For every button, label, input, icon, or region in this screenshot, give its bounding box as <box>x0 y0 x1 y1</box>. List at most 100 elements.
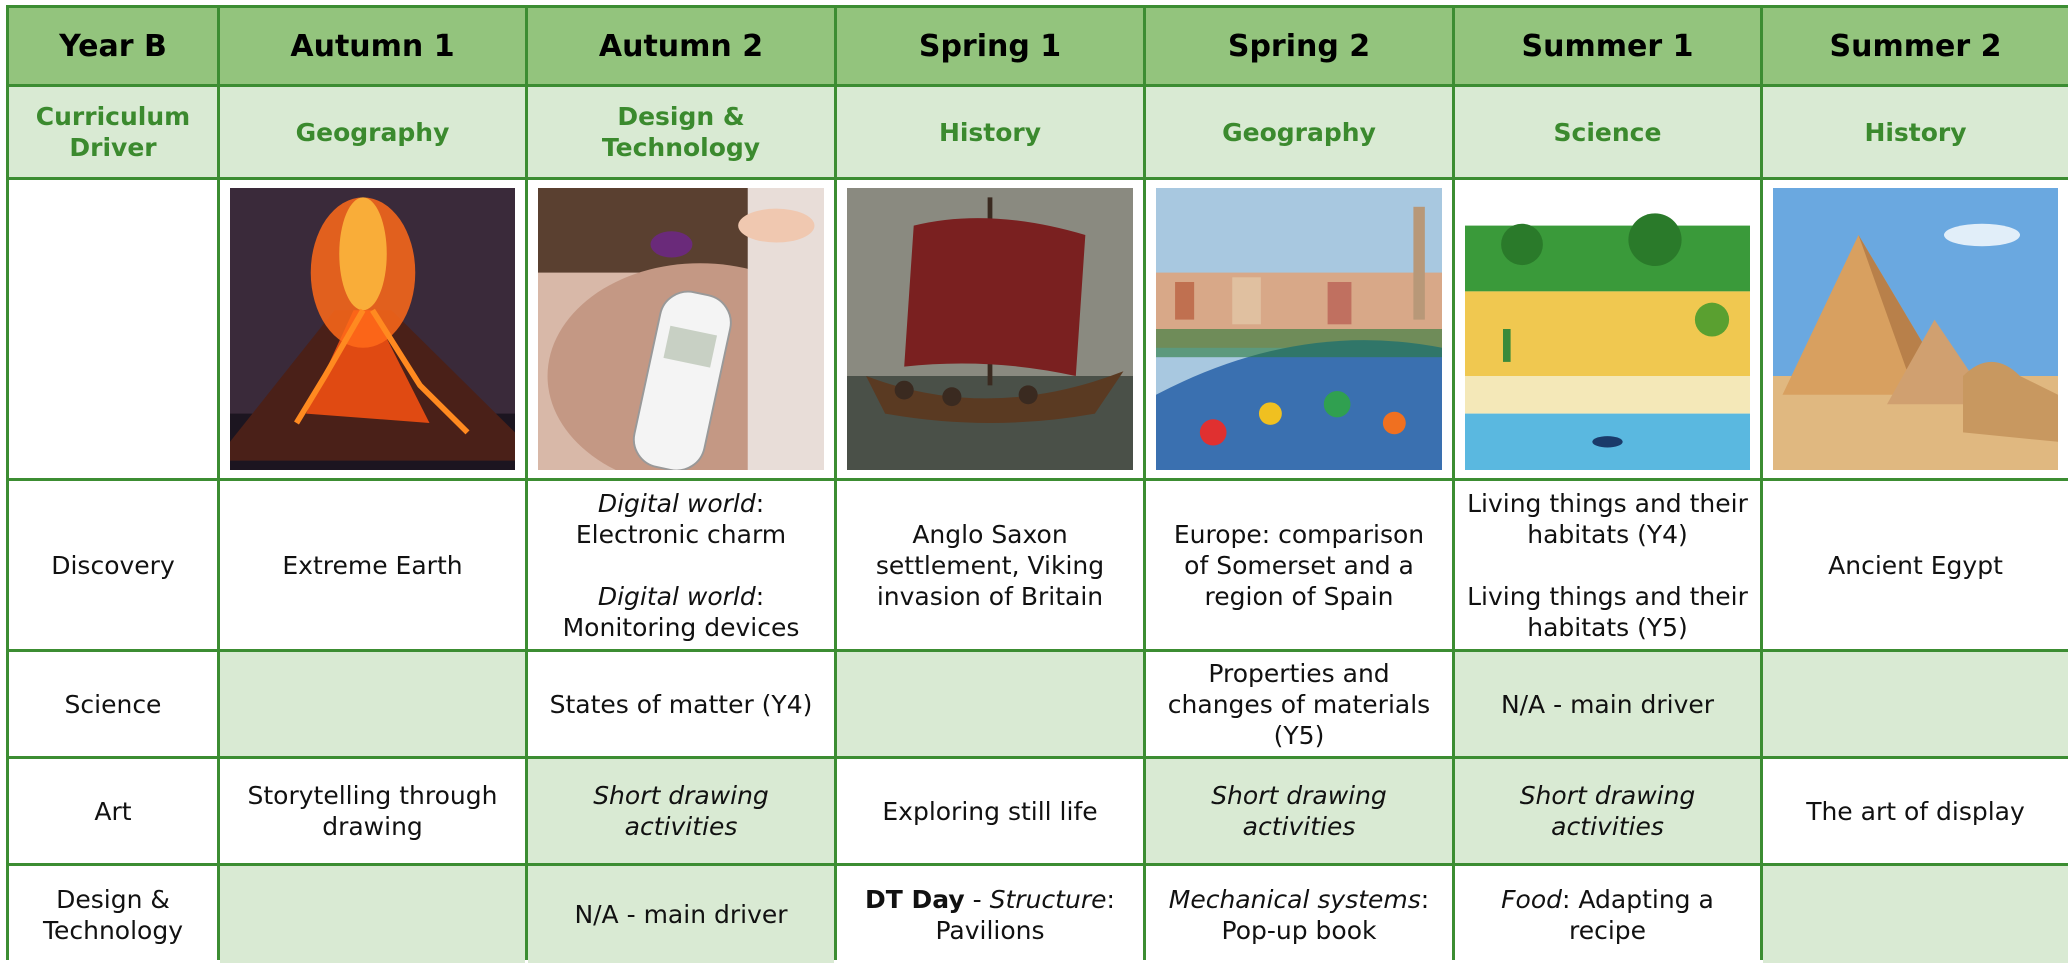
cell-paragraph: Food: Adapting a recipe <box>1467 884 1748 946</box>
cell-paragraph: Short drawing activities <box>1158 780 1440 842</box>
content-cell: Mechanical systems: Pop-up book <box>1146 866 1452 963</box>
cell-paragraph: Digital world: Monitoring devices <box>540 581 822 643</box>
cell-paragraph: Europe: comparison of Somerset and a reg… <box>1158 519 1440 612</box>
content-cell: Europe: comparison of Somerset and a reg… <box>1146 481 1452 649</box>
topic-image <box>1465 188 1750 470</box>
cell-text: Living things and their habitats (Y4) <box>1467 488 1748 549</box>
driver-cell: Geography <box>220 87 525 177</box>
content-cell: Storytelling through drawing <box>220 759 525 863</box>
driver-label: Curriculum Driver <box>35 102 191 162</box>
image-cell <box>528 180 834 478</box>
driver-cell: History <box>1763 87 2068 177</box>
content-cell: N/A - main driver <box>528 866 834 963</box>
cell-text: Digital world <box>597 488 756 518</box>
cell-text: N/A - main driver <box>1500 689 1715 719</box>
header-cell: Summer 1 <box>1455 8 1760 84</box>
header-text: Autumn 2 <box>598 28 764 64</box>
cell-text: Extreme Earth <box>282 550 463 580</box>
cell-paragraph: Anglo Saxon settlement, Viking invasion … <box>849 519 1131 612</box>
cell-text: Short drawing activities <box>593 781 769 841</box>
cell-text: - <box>964 884 990 914</box>
content-cell <box>1763 866 2068 963</box>
cell-text: Living things and their habitats (Y5) <box>1467 581 1748 642</box>
row-label-cell: Design & Technology <box>9 866 217 963</box>
cell-text: Digital world <box>597 581 756 611</box>
driver-cell: Design & Technology <box>528 87 834 177</box>
header-cell: Autumn 1 <box>220 8 525 84</box>
content-cell: Ancient Egypt <box>1763 481 2068 649</box>
cell-text: N/A - main driver <box>574 900 788 929</box>
header-text: Summer 2 <box>1829 28 2002 64</box>
content-cell: The art of display <box>1763 759 2068 863</box>
row-label-cell: Discovery <box>9 481 217 649</box>
cell-text: : Pop-up book <box>1221 884 1430 945</box>
driver-subject: Geography <box>295 117 450 147</box>
content-cell: N/A - main driver <box>1455 652 1760 756</box>
topic-image <box>1773 188 2058 470</box>
header-text: Summer 1 <box>1521 28 1694 64</box>
cell-text: : Electronic charm <box>575 488 787 549</box>
content-cell: Living things and their habitats (Y4) Liv… <box>1455 481 1760 649</box>
cell-text: The art of display <box>1806 796 2025 826</box>
cell-paragraph: Ancient Egypt <box>1828 550 2003 581</box>
cell-paragraph: States of matter (Y4) <box>550 689 813 720</box>
cell-text: Properties and changes of materials (Y5) <box>1167 658 1431 750</box>
row-label-cell: Science <box>9 652 217 756</box>
content-cell <box>1763 652 2068 756</box>
cell-text: : Adapting a recipe <box>1562 884 1714 945</box>
driver-cell: Geography <box>1146 87 1452 177</box>
content-cell <box>837 652 1143 756</box>
row-label: Science <box>64 689 162 719</box>
cell-paragraph: Storytelling through drawing <box>232 780 513 842</box>
driver-subject: History <box>1864 117 1967 147</box>
row-label: Discovery <box>51 550 175 580</box>
cell-paragraph: Mechanical systems: Pop-up book <box>1158 884 1440 946</box>
topic-image <box>847 188 1133 470</box>
content-cell: Short drawing activities <box>1455 759 1760 863</box>
cell-paragraph: N/A - main driver <box>574 899 787 930</box>
header-text: Year B <box>59 28 167 64</box>
driver-cell: Science <box>1455 87 1760 177</box>
content-cell: Extreme Earth <box>220 481 525 649</box>
curriculum-table: Year B Autumn 1 Autumn 2 Spring 1 Spring 2 Su… <box>6 5 2068 963</box>
topic-image <box>538 188 824 470</box>
cell-paragraph: N/A - main driver <box>1501 689 1714 720</box>
cell-paragraph: Short drawing activities <box>540 780 822 842</box>
header-text: Autumn 1 <box>290 28 455 64</box>
header-text: Spring 2 <box>1227 28 1371 64</box>
cell-text: : Pavilions <box>935 884 1115 945</box>
content-cell: DT Day - Structure: Pavilions <box>837 866 1143 963</box>
content-cell: Exploring still life <box>837 759 1143 863</box>
topic-image <box>1156 188 1442 470</box>
driver-cell: History <box>837 87 1143 177</box>
header-cell: Summer 2 <box>1763 8 2068 84</box>
cell-text: States of matter (Y4) <box>549 689 813 719</box>
cell-text: Storytelling through drawing <box>247 781 498 841</box>
cell-text: Mechanical systems <box>1168 884 1421 914</box>
row-label: Art <box>94 796 132 826</box>
content-cell: Short drawing activities <box>528 759 834 863</box>
header-text: Spring 1 <box>918 28 1062 64</box>
image-cell <box>1763 180 2068 478</box>
cell-paragraph: DT Day - Structure: Pavilions <box>849 884 1131 946</box>
content-cell: States of matter (Y4) <box>528 652 834 756</box>
cell-text: Exploring still life <box>882 796 1098 826</box>
content-cell: Anglo Saxon settlement, Viking invasion … <box>837 481 1143 649</box>
content-cell <box>220 866 525 963</box>
cell-paragraph: Properties and changes of materials (Y5) <box>1158 658 1440 751</box>
driver-subject: History <box>938 117 1042 147</box>
cell-text: Short drawing activities <box>1211 781 1387 841</box>
cell-text: DT Day <box>865 884 965 914</box>
driver-subject: Design & Technology <box>601 102 761 162</box>
cell-text: Anglo Saxon settlement, Viking invasion … <box>875 519 1105 611</box>
image-label-cell <box>9 180 217 478</box>
cell-paragraph: Living things and their habitats (Y4) <box>1467 488 1748 550</box>
cell-text: Structure <box>989 884 1107 914</box>
cell-paragraph: Digital world: Electronic charm <box>540 488 822 550</box>
header-cell: Year B <box>9 8 217 84</box>
cell-text: Europe: comparison of Somerset and a reg… <box>1173 519 1425 611</box>
cell-paragraph: The art of display <box>1806 796 2025 827</box>
image-cell <box>1455 180 1760 478</box>
header-cell: Autumn 2 <box>528 8 834 84</box>
